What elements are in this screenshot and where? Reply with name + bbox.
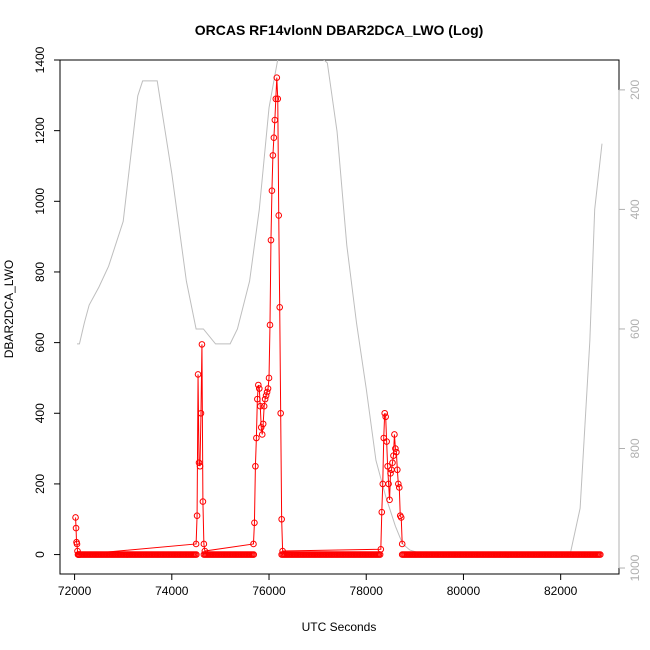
x-tick-label: 80000 bbox=[447, 584, 481, 598]
data-point bbox=[261, 395, 269, 403]
data-point bbox=[596, 551, 604, 558]
data-point bbox=[72, 524, 80, 532]
y-tick-label: 1400 bbox=[33, 46, 47, 73]
data-point bbox=[268, 187, 276, 195]
data-point bbox=[265, 374, 273, 382]
data-point bbox=[393, 448, 400, 456]
data-point bbox=[254, 395, 261, 403]
data-point bbox=[258, 431, 266, 438]
secondary-line bbox=[77, 60, 603, 554]
y2-tick-label: 800 bbox=[628, 438, 642, 458]
data-point bbox=[253, 434, 260, 442]
y-tick-label: 0 bbox=[33, 551, 47, 558]
data-point bbox=[385, 480, 392, 488]
data-point bbox=[272, 95, 280, 103]
data-point bbox=[395, 480, 402, 488]
data-point bbox=[198, 341, 206, 348]
data-point bbox=[387, 470, 394, 477]
data-point bbox=[270, 134, 278, 142]
secondary-series bbox=[77, 60, 603, 554]
data-point bbox=[267, 236, 275, 244]
data-point bbox=[278, 515, 285, 523]
data-point bbox=[398, 540, 406, 548]
data-point bbox=[257, 424, 265, 431]
data-point bbox=[200, 540, 208, 548]
plot-frame bbox=[59, 59, 620, 575]
data-point bbox=[266, 321, 274, 329]
data-point bbox=[262, 392, 270, 399]
data-point bbox=[192, 540, 200, 548]
data-point bbox=[389, 459, 396, 467]
y-tick-label: 1200 bbox=[33, 117, 47, 144]
data-point bbox=[196, 462, 204, 470]
y-tick-label: 1000 bbox=[33, 188, 47, 215]
data-point bbox=[394, 466, 401, 474]
data-point bbox=[376, 551, 384, 558]
data-point bbox=[273, 74, 281, 81]
data-point bbox=[276, 303, 284, 311]
x-tick-label: 76000 bbox=[252, 584, 286, 598]
data-point bbox=[275, 212, 283, 219]
data-point bbox=[269, 152, 277, 159]
data-point bbox=[395, 484, 403, 491]
data-point bbox=[378, 508, 386, 516]
y-axis-label: DBAR2DCA_LWO bbox=[2, 260, 16, 358]
x-axis-label: UTC Seconds bbox=[302, 620, 377, 634]
data-point bbox=[195, 459, 203, 467]
y-tick-label: 200 bbox=[33, 474, 47, 494]
y-axis: 0 200 400 600 800 1000 1200 1400 bbox=[33, 46, 61, 558]
y2-tick-label: 400 bbox=[628, 199, 642, 219]
data-point bbox=[199, 498, 207, 505]
data-point bbox=[259, 420, 267, 428]
y-tick-label: 600 bbox=[33, 332, 47, 352]
data-point bbox=[252, 462, 259, 470]
data-point bbox=[382, 413, 389, 421]
series-line bbox=[75, 77, 403, 556]
data-point bbox=[274, 95, 282, 103]
data-point bbox=[384, 462, 391, 470]
data-point bbox=[73, 540, 81, 548]
data-point bbox=[250, 540, 257, 548]
data-point bbox=[255, 381, 262, 389]
x-tick-label: 72000 bbox=[58, 584, 92, 598]
x-tick-label: 82000 bbox=[544, 584, 578, 598]
data-point bbox=[193, 512, 201, 520]
chart-title: ORCAS RF14vlonN DBAR2DCA_LWO (Log) bbox=[195, 22, 484, 38]
y2-tick-label: 600 bbox=[628, 319, 642, 339]
y2-tick-label: 1000 bbox=[628, 554, 642, 581]
data-point bbox=[193, 551, 200, 558]
x-axis: 72000 74000 76000 78000 80000 82000 bbox=[58, 573, 578, 598]
data-point bbox=[251, 519, 258, 527]
data-point bbox=[260, 402, 268, 410]
data-point bbox=[271, 116, 279, 124]
data-point bbox=[194, 371, 202, 378]
data-point bbox=[392, 445, 399, 452]
data-point bbox=[381, 409, 389, 417]
y2-axis: 200 400 600 800 1000 bbox=[618, 80, 642, 581]
data-point bbox=[264, 385, 272, 392]
data-point bbox=[277, 409, 284, 417]
primary-series bbox=[72, 74, 604, 558]
data-point bbox=[397, 514, 405, 521]
y-tick-label: 800 bbox=[33, 262, 47, 282]
data-point bbox=[391, 431, 398, 438]
data-point bbox=[72, 514, 79, 521]
data-point bbox=[255, 385, 263, 392]
data-point bbox=[74, 547, 81, 555]
y2-tick-label: 200 bbox=[628, 80, 642, 100]
data-point bbox=[197, 409, 205, 417]
data-point bbox=[383, 438, 390, 445]
data-point bbox=[386, 496, 393, 504]
x-tick-label: 74000 bbox=[155, 584, 189, 598]
data-point bbox=[250, 551, 258, 558]
y-tick-label: 400 bbox=[33, 403, 47, 423]
data-point bbox=[263, 388, 271, 396]
x-tick-label: 78000 bbox=[350, 584, 384, 598]
data-point bbox=[256, 402, 264, 410]
